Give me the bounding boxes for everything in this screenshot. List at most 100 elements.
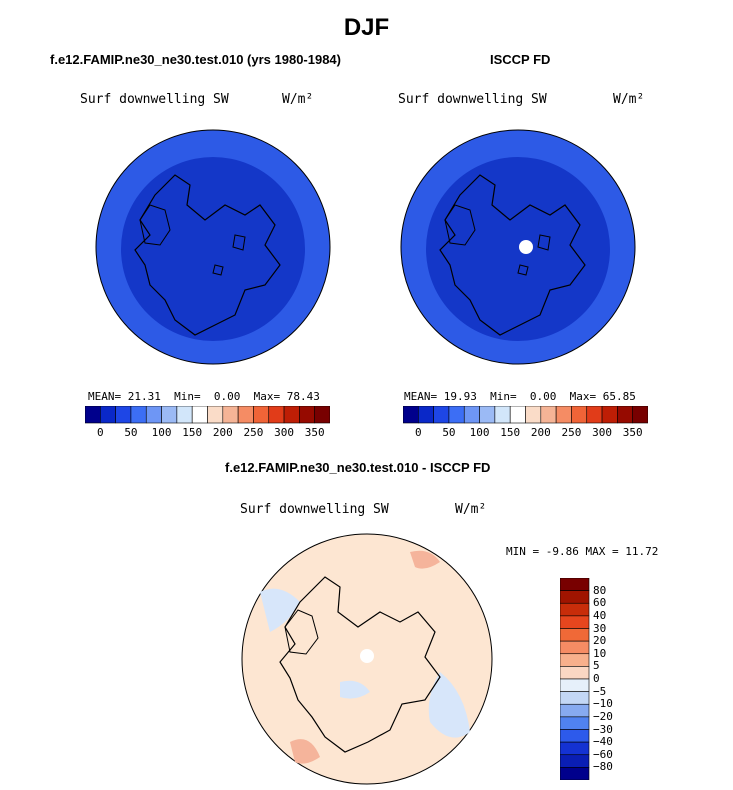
- colorbar-tick-label: 0: [593, 672, 600, 685]
- panel-title-model: f.e12.FAMIP.ne30_ne30.test.010 (yrs 1980…: [50, 52, 341, 67]
- colorbar-swatch: [560, 703, 590, 718]
- polar-map-obs: [400, 129, 636, 365]
- colorbar-swatch: [560, 741, 590, 756]
- polar-map-diff: [241, 533, 493, 785]
- colorbar-swatch: [560, 729, 590, 743]
- colorbar-swatch: [448, 406, 465, 424]
- colorbar-swatch: [85, 406, 101, 424]
- colorbar-swatch: [555, 406, 572, 424]
- colorbar-obs: [403, 406, 648, 424]
- colorbar-ticks-obs: 0 50 100 150 200 250 300 350: [403, 426, 648, 440]
- units-label-model: W/m²: [282, 92, 314, 107]
- panel-title-diff: f.e12.FAMIP.ne30_ne30.test.010 - ISCCP F…: [225, 460, 491, 475]
- colorbar-swatch: [560, 678, 590, 692]
- coastline: [134, 174, 281, 336]
- colorbar-tick-label: 50: [442, 426, 456, 439]
- units-label-diff: W/m²: [455, 502, 487, 517]
- colorbar-swatch: [418, 406, 434, 424]
- colorbar-tick-label: 150: [182, 426, 203, 439]
- stats-model: MEAN= 21.31 Min= 0.00 Max= 78.43: [88, 390, 320, 403]
- colorbar-tick-label: −40: [593, 735, 613, 749]
- colorbar-tick-label: 250: [561, 426, 582, 439]
- colorbar-swatch: [560, 666, 590, 680]
- colorbar-swatch: [222, 406, 239, 424]
- colorbar-swatch: [145, 406, 162, 424]
- colorbar-swatch: [161, 406, 178, 424]
- colorbar-tick-label: −20: [593, 709, 613, 723]
- polar-map-model: [95, 129, 331, 365]
- colorbar-swatch: [560, 767, 590, 780]
- colorbar-swatch: [253, 406, 270, 424]
- colorbar-tick-label: −10: [593, 697, 613, 711]
- colorbar-tick-label: 50: [124, 426, 138, 439]
- negative-anomaly-region: [260, 588, 300, 632]
- colorbar-tick-label: 350: [622, 426, 643, 439]
- colorbar-swatch: [191, 406, 208, 424]
- colorbar-swatch: [299, 406, 315, 424]
- coastline-islands: [517, 234, 551, 276]
- colorbar-ticks-diff: 80 60 40 30 20 10 5 0 −5 −10 −20 −30 −40 −60 −80: [593, 578, 633, 780]
- pole-missing-data: [519, 240, 533, 254]
- colorbar-swatch: [130, 406, 147, 424]
- colorbar-swatch: [403, 406, 419, 424]
- colorbar-tick-label: 350: [304, 426, 325, 439]
- colorbar-swatch: [560, 754, 590, 768]
- colorbar-tick-label: 20: [593, 634, 607, 648]
- colorbar-swatch: [463, 406, 480, 424]
- colorbar-swatch: [314, 406, 330, 424]
- units-label-obs: W/m²: [613, 92, 645, 107]
- colorbar-tick-label: 300: [274, 426, 294, 439]
- coastline-greenland: [139, 204, 171, 246]
- stats-obs: MEAN= 19.93 Min= 0.00 Max= 65.85: [404, 390, 636, 403]
- colorbar-model: [85, 406, 330, 424]
- colorbar-tick-label: 5: [593, 659, 600, 673]
- colorbar-tick-label: −30: [593, 722, 613, 736]
- colorbar-swatch: [237, 406, 254, 424]
- colorbar-ticks-model: 0 50 100 150 200 250 300 350: [85, 426, 330, 440]
- colorbar-tick-label: 150: [500, 426, 521, 439]
- colorbar-tick-label: 200: [530, 426, 551, 439]
- coastline-greenland: [444, 204, 476, 246]
- colorbar-tick-label: 300: [592, 426, 612, 439]
- colorbar-swatch: [207, 406, 224, 424]
- colorbar-swatch: [560, 691, 590, 705]
- variable-label-model: Surf downwelling SW: [80, 92, 229, 107]
- panel-title-obs: ISCCP FD: [490, 52, 551, 67]
- inner-field: [121, 157, 305, 341]
- colorbar-swatch: [494, 406, 511, 424]
- colorbar-tick-label: −5: [593, 684, 607, 698]
- colorbar-swatch: [525, 406, 542, 424]
- colorbar-swatch: [617, 406, 633, 424]
- colorbar-swatch: [283, 406, 300, 424]
- colorbar-swatch: [560, 653, 590, 667]
- colorbar-swatch: [176, 406, 193, 424]
- colorbar-swatch: [560, 628, 590, 642]
- colorbar-tick-label: 10: [593, 646, 607, 660]
- colorbar-swatch: [560, 640, 590, 655]
- colorbar-tick-label: −60: [593, 747, 613, 761]
- coastline-islands: [212, 234, 246, 276]
- colorbar-tick-label: 100: [469, 426, 490, 439]
- colorbar-tick-label: 200: [212, 426, 233, 439]
- coastline: [279, 576, 441, 753]
- pole-missing-data: [360, 649, 374, 663]
- colorbar-swatch: [540, 406, 557, 424]
- colorbar-swatch: [509, 406, 526, 424]
- colorbar-tick-label: 0: [415, 426, 422, 439]
- colorbar-swatch: [632, 406, 648, 424]
- colorbar-swatch: [560, 578, 590, 591]
- colorbar-swatch: [560, 590, 590, 604]
- figure-title: DJF: [343, 14, 390, 41]
- positive-anomaly-region: [410, 550, 440, 569]
- colorbar-swatch: [433, 406, 450, 424]
- colorbar-tick-label: 40: [593, 608, 607, 622]
- variable-label-obs: Surf downwelling SW: [398, 92, 547, 107]
- colorbar-tick-label: −80: [593, 760, 613, 774]
- colorbar-tick-label: 0: [97, 426, 104, 439]
- coastline-greenland: [284, 609, 319, 655]
- colorbar-swatch: [100, 406, 116, 424]
- colorbar-tick-label: 250: [243, 426, 264, 439]
- colorbar-tick-label: 60: [593, 596, 607, 610]
- negative-anomaly-region: [428, 672, 470, 738]
- colorbar-tick-label: 80: [593, 583, 607, 597]
